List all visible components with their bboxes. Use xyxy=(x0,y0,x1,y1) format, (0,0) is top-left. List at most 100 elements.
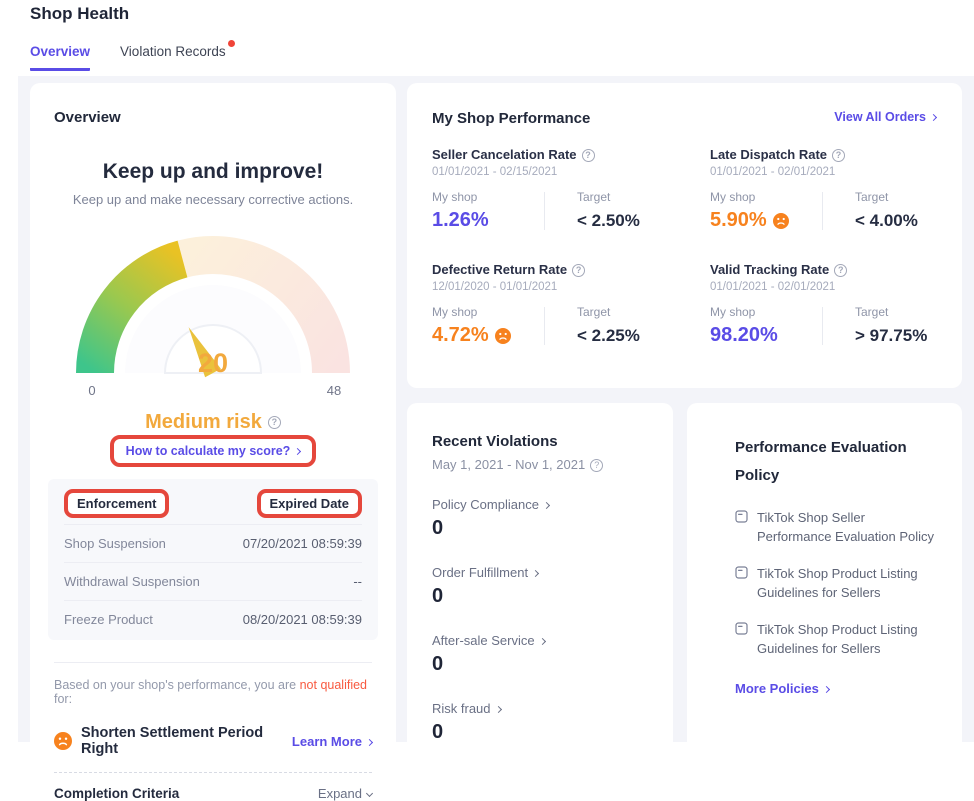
metrics-grid: Seller Cancelation Rate? 01/01/2021 - 02… xyxy=(407,147,962,347)
enforcement-date: 08/20/2021 08:59:39 xyxy=(242,612,362,627)
table-row: Shop Suspension 07/20/2021 08:59:39 xyxy=(64,524,362,562)
more-policies-link[interactable]: More Policies xyxy=(735,680,830,696)
violation-item-policy-compliance: Policy Compliance 0 xyxy=(432,497,649,540)
recent-violations-panel: Recent Violations May 1, 2021 - Nov 1, 2… xyxy=(407,403,673,783)
policy-link[interactable]: TikTok Shop Seller Performance Evaluatio… xyxy=(735,508,936,547)
divider xyxy=(54,662,372,663)
my-shop-label: My shop xyxy=(432,190,478,205)
metric-defective-return-rate: Defective Return Rate? 12/01/2020 - 01/0… xyxy=(432,262,710,347)
metric-target: > 97.75% xyxy=(855,326,928,346)
metric-name: Valid Tracking Rate xyxy=(710,262,830,278)
risk-level-row: Medium risk? xyxy=(30,411,396,434)
qualification-text: Based on your shop's performance, you ar… xyxy=(54,678,372,706)
score-banner: Keep up and improve! Keep up and make ne… xyxy=(30,160,396,207)
violation-category-label: Policy Compliance xyxy=(432,497,539,513)
notification-dot-icon xyxy=(227,40,235,47)
violation-category-link[interactable]: Order Fulfillment xyxy=(432,565,649,580)
view-all-orders-link[interactable]: View All Orders xyxy=(834,110,938,124)
view-all-orders-label: View All Orders xyxy=(834,110,926,124)
qualification-text-suffix: for: xyxy=(54,692,73,706)
overview-panel: Overview Keep up and improve! Keep up an… xyxy=(30,83,396,801)
policy-title: Performance Evaluation Policy xyxy=(735,439,907,484)
violation-category-link[interactable]: Policy Compliance xyxy=(432,497,649,512)
violation-item-after-sale-service: After-sale Service 0 xyxy=(432,633,649,676)
learn-more-label: Learn More xyxy=(291,733,362,749)
violation-item-risk-fraud: Risk fraud 0 xyxy=(432,701,649,744)
policy-list: TikTok Shop Seller Performance Evaluatio… xyxy=(735,508,936,659)
expired-date-column-header: Expired Date xyxy=(269,496,349,511)
more-policies-label: More Policies xyxy=(735,680,819,696)
performance-header: My Shop Performance View All Orders xyxy=(407,83,962,147)
annotation-box-enforcement: Enforcement xyxy=(64,489,170,518)
enforcement-name: Withdrawal Suspension xyxy=(64,574,200,589)
help-icon[interactable]: ? xyxy=(832,149,846,163)
gauge-min-label: 0 xyxy=(88,383,95,398)
metric-name: Seller Cancelation Rate xyxy=(432,147,577,162)
policy-link[interactable]: TikTok Shop Product Listing Guidelines f… xyxy=(735,564,936,603)
violations-period: May 1, 2021 - Nov 1, 2021? xyxy=(432,457,649,473)
gauge-track-filled xyxy=(76,240,188,374)
metric-target: < 2.25% xyxy=(577,326,640,346)
violation-count: 0 xyxy=(432,721,444,744)
my-shop-label: My shop xyxy=(710,305,756,320)
tab-violation-records[interactable]: Violation Records xyxy=(120,40,235,71)
metric-period: 01/01/2021 - 02/01/2021 xyxy=(710,281,836,294)
enforcement-table-header: Enforcement Expired Date xyxy=(64,487,362,524)
violation-count: 0 xyxy=(432,585,444,608)
tab-overview[interactable]: Overview xyxy=(30,44,91,71)
metric-value: 4.72% xyxy=(432,324,489,347)
vertical-divider xyxy=(544,192,545,231)
tab-bar: Overview Violation Records xyxy=(30,40,235,71)
chevron-right-icon xyxy=(294,448,302,456)
help-icon[interactable]: ? xyxy=(267,416,281,430)
violations-title: Recent Violations xyxy=(432,433,558,450)
violation-category-link[interactable]: After-sale Service xyxy=(432,633,649,648)
tab-violation-records-label: Violation Records xyxy=(120,44,226,59)
qualification-text-prefix: Based on your shop's performance, you ar… xyxy=(54,678,300,692)
metric-period: 01/01/2021 - 02/15/2021 xyxy=(432,166,558,179)
metric-seller-cancelation-rate: Seller Cancelation Rate? 01/01/2021 - 02… xyxy=(432,147,710,232)
completion-criteria-row: Completion Criteria Expand xyxy=(54,786,374,801)
completion-criteria-label: Completion Criteria xyxy=(54,786,180,801)
gauge-chart: 20 0 48 xyxy=(76,236,350,398)
metric-late-dispatch-rate: Late Dispatch Rate? 01/01/2021 - 02/01/2… xyxy=(710,147,962,232)
chevron-right-icon xyxy=(494,706,502,714)
violation-category-link[interactable]: Risk fraud xyxy=(432,701,649,716)
help-icon[interactable]: ? xyxy=(834,264,848,278)
metric-value: 98.20% xyxy=(710,324,778,347)
expand-label: Expand xyxy=(317,786,362,801)
target-label: Target xyxy=(577,305,611,320)
sad-face-icon xyxy=(772,212,789,229)
help-icon[interactable]: ? xyxy=(581,149,595,163)
learn-more-link[interactable]: Learn More xyxy=(291,733,374,749)
violation-item-order-fulfillment: Order Fulfillment 0 xyxy=(432,565,649,608)
policy-link[interactable]: TikTok Shop Product Listing Guidelines f… xyxy=(735,620,936,659)
enforcement-name: Freeze Product xyxy=(64,612,153,627)
metric-period: 12/01/2020 - 01/01/2021 xyxy=(432,281,558,294)
chevron-right-icon xyxy=(532,570,540,578)
violation-category-label: Order Fulfillment xyxy=(432,565,529,581)
how-to-calculate-score-link[interactable]: How to calculate my score? xyxy=(126,444,302,458)
my-shop-label: My shop xyxy=(432,305,478,320)
chevron-right-icon xyxy=(822,685,830,693)
annotation-box-score-link: How to calculate my score? xyxy=(109,435,317,467)
document-icon xyxy=(735,621,748,635)
settlement-right-row: Shorten Settlement Period Right Learn Mo… xyxy=(54,725,374,757)
expand-toggle[interactable]: Expand xyxy=(317,786,374,801)
target-label: Target xyxy=(855,305,889,320)
score-link-row: How to calculate my score? xyxy=(30,435,396,467)
enforcement-date: -- xyxy=(353,574,362,589)
metric-name: Late Dispatch Rate xyxy=(710,147,828,162)
help-icon[interactable]: ? xyxy=(572,264,586,278)
vertical-divider xyxy=(822,307,823,346)
policy-link-label: TikTok Shop Product Listing Guidelines f… xyxy=(757,621,918,657)
enforcement-name: Shop Suspension xyxy=(64,536,166,551)
violation-category-label: Risk fraud xyxy=(432,701,491,717)
my-shop-label: My shop xyxy=(710,190,756,205)
tab-overview-label: Overview xyxy=(30,44,91,59)
policy-link-label: TikTok Shop Product Listing Guidelines f… xyxy=(757,565,918,601)
gauge-needle xyxy=(188,327,221,378)
help-icon[interactable]: ? xyxy=(590,459,604,473)
gauge-max-label: 48 xyxy=(327,383,341,398)
document-icon xyxy=(735,509,748,523)
